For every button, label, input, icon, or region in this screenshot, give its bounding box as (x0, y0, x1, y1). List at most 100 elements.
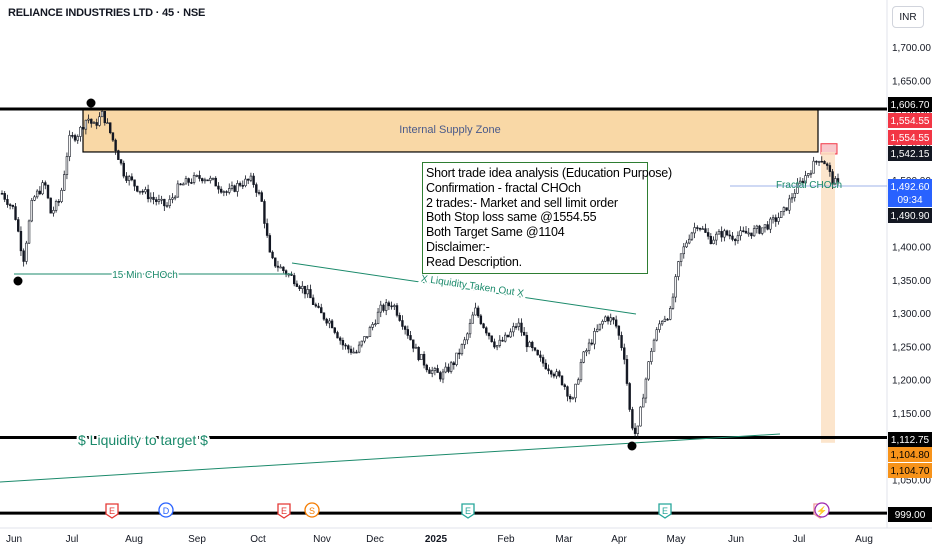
trade-idea-note: Short trade idea analysis (Education Pur… (422, 162, 672, 274)
candle-body (176, 183, 180, 198)
candle-body (744, 230, 748, 234)
earnings-event-icon[interactable] (105, 503, 119, 519)
currency-button[interactable]: INR (892, 6, 924, 28)
time-axis[interactable]: Jun Jul Aug Sep Oct Nov Dec 2025 Feb Mar Apr May Jun… (6, 502, 873, 545)
candle-body (690, 232, 694, 240)
earnings-event-icon[interactable] (461, 503, 475, 519)
candle-body (352, 351, 355, 354)
note-line: Confirmation - fractal CHOch (426, 180, 581, 195)
price-label: 1,490.90 (891, 211, 930, 222)
candle-body (512, 326, 515, 333)
earnings-event-icon[interactable] (658, 503, 672, 519)
candle-body (550, 370, 553, 375)
event-letter: E (662, 506, 668, 516)
lightning-glyph: ⚡ (816, 505, 827, 517)
candle-body (228, 188, 231, 193)
candle-body (742, 230, 745, 233)
note-line: 2 trades:- Market and sell limit order (426, 195, 618, 210)
candle-body (274, 257, 277, 267)
candle-body (736, 235, 740, 242)
candle-body (219, 188, 223, 193)
candle-body (414, 346, 418, 349)
candle-body (747, 232, 750, 235)
candle-body (430, 370, 434, 374)
candle-body (401, 320, 404, 327)
candle-body (596, 328, 599, 332)
candle-body (601, 320, 604, 325)
candle-body (306, 289, 309, 295)
candle-body (33, 196, 36, 201)
candle-body (393, 305, 396, 307)
price-tick-label: 1,650.00 (892, 76, 931, 87)
candle-body (317, 305, 320, 308)
candle-body (679, 253, 683, 262)
candle-body (347, 345, 350, 350)
candle-body (733, 239, 737, 242)
liquidity-line (291, 262, 637, 315)
candle-body (425, 364, 428, 371)
candle-body (715, 233, 718, 241)
candle-body (533, 347, 537, 351)
price-label-bg (888, 507, 932, 522)
price-label: 1,104.70 (891, 466, 930, 477)
candle-body (271, 251, 274, 259)
candle-body (466, 333, 469, 341)
split-event-icon[interactable] (304, 502, 320, 518)
event-letter: E (109, 506, 115, 516)
candle-body (403, 326, 407, 330)
candle-body (355, 351, 358, 354)
price-tick-label: 1,150.00 (892, 409, 931, 420)
candle-body (125, 175, 128, 181)
candle-body (525, 334, 529, 348)
candle-body (479, 315, 483, 325)
candle-body (374, 323, 377, 325)
candle-body (739, 230, 742, 237)
candle-body (704, 228, 707, 233)
candle-body (209, 177, 212, 181)
candle-body (325, 318, 328, 324)
candle-body (774, 217, 777, 222)
candle-body (100, 110, 104, 118)
event-letter: D (163, 506, 170, 516)
candle-body (528, 341, 531, 348)
candle-body (766, 224, 769, 230)
dividend-event-icon[interactable] (158, 502, 174, 518)
candle-body (574, 383, 577, 399)
candle-body (539, 354, 542, 358)
candle-body (449, 362, 453, 372)
candle-body (244, 178, 247, 187)
price-tick-label: 1,700.00 (892, 43, 931, 54)
candle-body (566, 386, 569, 397)
time-tick-label: Aug (125, 534, 143, 545)
earnings-event-icon[interactable] (277, 503, 291, 519)
lightning-event-icon[interactable] (814, 502, 830, 518)
candle-body (87, 118, 90, 121)
price-axis[interactable]: 1,700.001,650.001,600.001,550.001,500.00… (888, 43, 932, 522)
candle-body (92, 122, 96, 124)
candle-body (417, 346, 420, 360)
candle-body (579, 361, 583, 381)
candle-body (439, 372, 442, 380)
candle-body (642, 397, 645, 408)
candle-body (593, 331, 596, 345)
candle-body (636, 425, 639, 434)
candle-body (65, 156, 69, 175)
candle-body (522, 331, 526, 336)
candle-body (279, 266, 282, 269)
candle-body (420, 353, 423, 360)
price-label: 1,606.70 (891, 100, 930, 111)
candle-body (509, 331, 512, 338)
candle-body (138, 190, 142, 193)
candle-body (163, 198, 166, 207)
candle-body (520, 322, 523, 333)
candle-body (817, 160, 821, 163)
candle-body (25, 242, 28, 262)
price-label-bg (888, 113, 932, 128)
candle-body (831, 171, 834, 185)
candle-body (146, 189, 150, 200)
candle-body (384, 302, 388, 311)
candle-body (52, 210, 55, 214)
candle-body (498, 339, 502, 346)
candle-body (387, 302, 391, 307)
